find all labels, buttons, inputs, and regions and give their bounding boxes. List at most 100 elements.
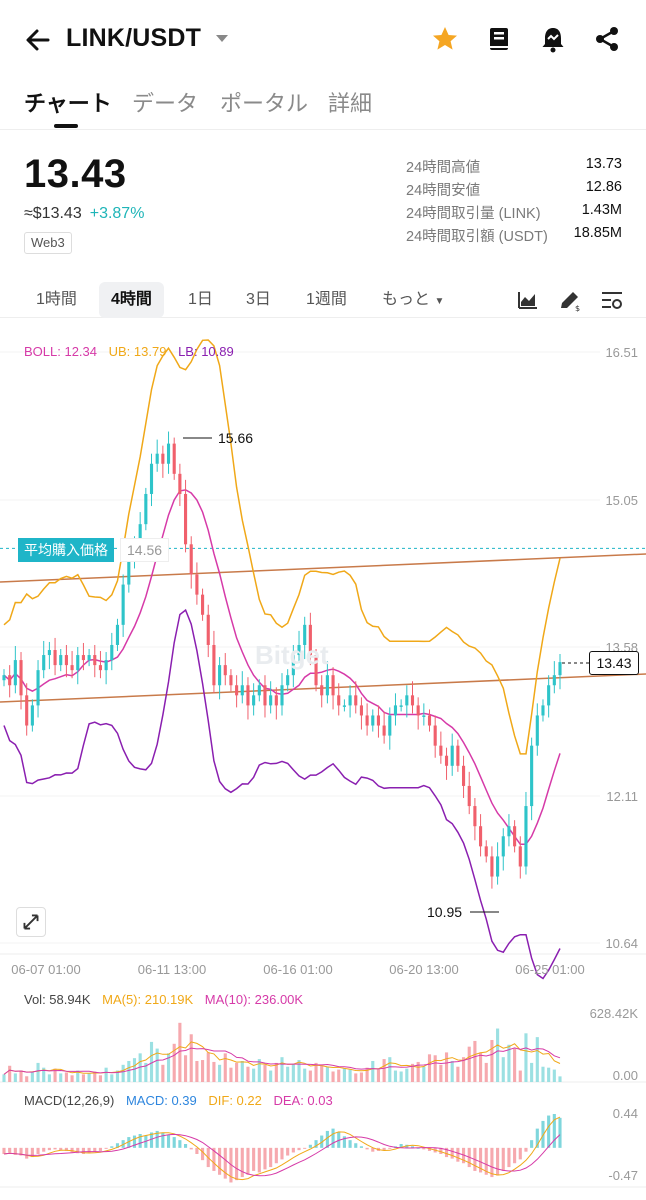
candle-body — [473, 806, 477, 827]
top-bar: LINK/USDT — [0, 0, 646, 78]
avg-buy-price-value: 14.56 — [120, 538, 170, 562]
volume-bar — [461, 1057, 466, 1082]
macd-histogram-bar — [104, 1147, 108, 1149]
macd-histogram-bar — [263, 1147, 267, 1170]
macd-histogram-bar — [535, 1128, 539, 1148]
candle-body — [149, 463, 154, 494]
volume-bar — [490, 1039, 494, 1082]
tab-details[interactable]: 詳細 — [328, 91, 373, 116]
share-icon[interactable] — [592, 24, 622, 54]
macd-y-tick: -0.47 — [608, 1168, 638, 1183]
x-tick-label: 06-07 01:00 — [11, 962, 80, 977]
macd-histogram-bar — [240, 1147, 244, 1178]
candle-body — [320, 685, 324, 696]
area-chart-icon[interactable] — [516, 288, 540, 312]
candle-body — [280, 685, 284, 706]
macd-histogram-bar — [64, 1147, 68, 1151]
web3-badge: Web3 — [24, 232, 72, 254]
volume-bar — [257, 1059, 261, 1082]
candle-body — [535, 715, 539, 746]
macd-histogram-bar — [461, 1147, 466, 1164]
change-percent: +3.87% — [89, 205, 145, 222]
volume-bar — [501, 1057, 505, 1082]
expand-icon — [23, 914, 39, 930]
expand-chart-button[interactable] — [16, 907, 46, 937]
candlestick-chart[interactable]: Bitget 16.51 15.05 13.58 12.11 10.64 06-… — [0, 332, 646, 1200]
svg-text:$: $ — [575, 304, 580, 312]
macd-histogram-bar — [308, 1144, 312, 1148]
candle-body — [337, 695, 341, 706]
candle-body — [291, 655, 295, 676]
stat-row: 24時間安値 12.86 — [406, 179, 622, 202]
macd-histogram-bar — [297, 1147, 301, 1151]
interval-1d[interactable]: 1日 — [188, 291, 213, 308]
candle-body — [308, 624, 312, 656]
vol-ma10: MA(10): 236.00K — [204, 992, 304, 1007]
volume-bar — [479, 1052, 483, 1082]
vol-y-tick: 0.00 — [613, 1068, 638, 1083]
volume-bar — [524, 1033, 528, 1082]
candle-body — [359, 705, 363, 716]
candle-body — [2, 675, 6, 681]
candle-body — [518, 846, 522, 867]
y-tick-label: 10.64 — [605, 936, 638, 951]
volume-bar — [178, 1022, 182, 1082]
interval-4h[interactable]: 4時間 — [99, 282, 164, 318]
macd-histogram-bar — [507, 1147, 511, 1168]
candle-body — [399, 705, 403, 707]
indicator-settings-icon[interactable] — [600, 288, 624, 312]
interval-1w[interactable]: 1週間 — [306, 291, 347, 308]
candle-body — [53, 650, 57, 666]
candle-body — [161, 453, 165, 464]
volume-bar — [473, 1040, 477, 1082]
avg-buy-price-label[interactable]: 平均購入価格 — [18, 538, 114, 562]
macd-histogram-bar — [178, 1140, 182, 1148]
interval-3d[interactable]: 3日 — [246, 291, 271, 308]
candle-body — [547, 685, 551, 706]
volume-bar — [42, 1067, 46, 1082]
y-tick-label: 16.51 — [605, 345, 638, 360]
stat-row: 24時間高値 13.73 — [406, 156, 622, 179]
candle-body — [42, 655, 46, 671]
volume-bar — [450, 1060, 454, 1082]
macd-histogram-bar — [172, 1137, 176, 1148]
macd-histogram-bar — [121, 1140, 125, 1148]
candle-body — [461, 765, 466, 786]
macd-histogram-bar — [47, 1147, 51, 1151]
pair-title[interactable]: LINK/USDT — [66, 24, 202, 52]
macd-histogram-bar — [110, 1146, 114, 1148]
chart-area[interactable]: Bitget 16.51 15.05 13.58 12.11 10.64 06-… — [0, 332, 646, 1200]
volume-bar — [439, 1064, 443, 1082]
volume-bar — [30, 1072, 34, 1082]
caret-down-icon[interactable] — [215, 34, 229, 44]
tab-data[interactable]: データ — [132, 91, 199, 116]
tab-portal[interactable]: ポータル — [220, 91, 309, 116]
macd-histogram-bar — [484, 1147, 488, 1175]
volume-bar — [291, 1063, 295, 1082]
macd-histogram-bar — [388, 1147, 392, 1149]
volume-bar — [547, 1067, 551, 1082]
macd-histogram-bar — [138, 1134, 142, 1148]
macd-histogram-bar — [280, 1147, 284, 1160]
volume-bar — [110, 1074, 114, 1082]
candle-body — [25, 695, 29, 726]
volume-bar — [427, 1054, 432, 1082]
macd-histogram-bar — [252, 1147, 256, 1171]
interval-1h[interactable]: 1時間 — [36, 291, 77, 308]
macd-histogram-bar — [19, 1147, 23, 1156]
volume-bar — [303, 1068, 307, 1082]
arrow-left-icon[interactable] — [22, 24, 54, 56]
volume-bar — [121, 1064, 125, 1082]
draw-tool-icon[interactable]: $ — [558, 288, 582, 312]
candle-body — [36, 670, 40, 706]
tab-chart[interactable]: チャート — [24, 91, 112, 116]
vol-y-tick: 628.42K — [590, 1006, 639, 1021]
macd-histogram-bar — [13, 1147, 17, 1155]
macd-histogram-bar — [269, 1147, 273, 1168]
macd-histogram-bar — [490, 1147, 494, 1178]
star-icon[interactable] — [430, 24, 460, 54]
interval-more[interactable]: もっと ▼ — [370, 282, 456, 318]
book-icon[interactable] — [484, 24, 514, 54]
alarm-icon[interactable] — [538, 24, 568, 54]
candle-body — [490, 856, 494, 877]
